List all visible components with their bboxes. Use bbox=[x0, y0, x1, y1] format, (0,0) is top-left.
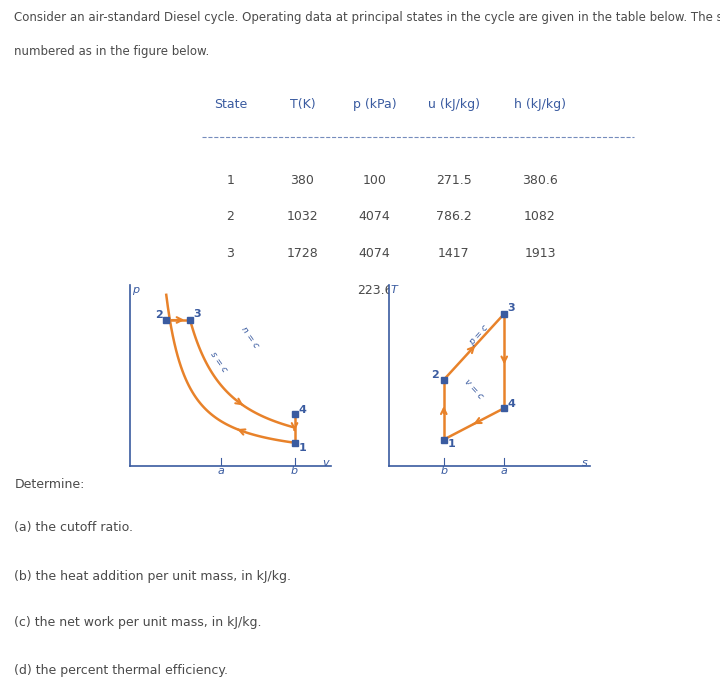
Text: 1913: 1913 bbox=[524, 247, 556, 260]
Text: 4: 4 bbox=[227, 284, 234, 296]
Text: 3: 3 bbox=[227, 247, 234, 260]
Text: 3: 3 bbox=[193, 309, 200, 319]
Text: b: b bbox=[440, 466, 447, 476]
Text: 1082: 1082 bbox=[524, 210, 556, 223]
Text: p (kPa): p (kPa) bbox=[353, 98, 396, 111]
Text: Determine:: Determine: bbox=[14, 477, 85, 491]
Text: 3: 3 bbox=[507, 303, 515, 313]
Text: 849.5: 849.5 bbox=[284, 284, 320, 296]
Text: (a) the cutoff ratio.: (a) the cutoff ratio. bbox=[14, 521, 133, 535]
Text: a: a bbox=[217, 466, 225, 476]
Text: 380: 380 bbox=[290, 174, 315, 187]
Text: 380.6: 380.6 bbox=[522, 174, 558, 187]
Text: 786.2: 786.2 bbox=[436, 210, 472, 223]
Text: 2: 2 bbox=[227, 210, 234, 223]
Text: State: State bbox=[214, 98, 247, 111]
Text: 271.5: 271.5 bbox=[436, 174, 472, 187]
Text: p = c: p = c bbox=[467, 324, 490, 347]
Text: 4074: 4074 bbox=[359, 210, 390, 223]
Text: 1: 1 bbox=[299, 443, 307, 452]
Text: p: p bbox=[132, 285, 139, 295]
Text: b: b bbox=[291, 466, 298, 476]
Text: 632.5: 632.5 bbox=[436, 284, 472, 296]
Text: u (kJ/kg): u (kJ/kg) bbox=[428, 98, 480, 111]
Text: 1032: 1032 bbox=[287, 210, 318, 223]
Text: 1: 1 bbox=[227, 174, 234, 187]
Text: s = c: s = c bbox=[208, 350, 229, 374]
Text: (d) the percent thermal efficiency.: (d) the percent thermal efficiency. bbox=[14, 664, 228, 677]
Text: 1: 1 bbox=[447, 439, 455, 450]
Text: 1728: 1728 bbox=[287, 247, 318, 260]
Text: 4074: 4074 bbox=[359, 247, 390, 260]
Text: 4: 4 bbox=[298, 405, 306, 415]
Text: 2: 2 bbox=[431, 370, 438, 380]
Text: a: a bbox=[501, 466, 508, 476]
Text: 100: 100 bbox=[362, 174, 387, 187]
Text: h (kJ/kg): h (kJ/kg) bbox=[514, 98, 566, 111]
Text: 2: 2 bbox=[156, 310, 163, 320]
Text: s: s bbox=[582, 459, 588, 468]
Text: Consider an air-standard Diesel cycle. Operating data at principal states in the: Consider an air-standard Diesel cycle. O… bbox=[14, 11, 720, 24]
Text: (c) the net work per unit mass, in kJ/kg.: (c) the net work per unit mass, in kJ/kg… bbox=[14, 616, 262, 628]
Text: 4: 4 bbox=[508, 399, 516, 409]
Text: T: T bbox=[391, 285, 397, 295]
Text: T(K): T(K) bbox=[289, 98, 315, 111]
Text: numbered as in the figure below.: numbered as in the figure below. bbox=[14, 45, 210, 58]
Text: 876.3: 876.3 bbox=[522, 284, 558, 296]
Text: n = c: n = c bbox=[240, 326, 261, 350]
Text: 1417: 1417 bbox=[438, 247, 469, 260]
Text: 223.6: 223.6 bbox=[356, 284, 392, 296]
Text: (b) the heat addition per unit mass, in kJ/kg.: (b) the heat addition per unit mass, in … bbox=[14, 569, 292, 583]
Text: v = c: v = c bbox=[462, 377, 485, 401]
Text: v: v bbox=[323, 459, 329, 468]
